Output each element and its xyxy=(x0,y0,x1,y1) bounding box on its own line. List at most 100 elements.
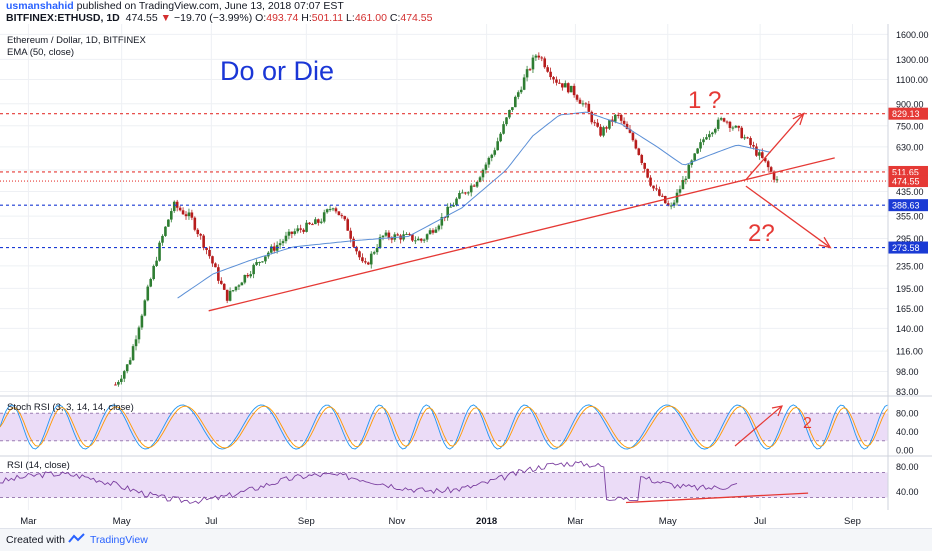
candle-body xyxy=(693,153,696,161)
level-price-tag xyxy=(888,241,928,254)
created-with-text: Created with xyxy=(6,534,65,546)
price-candles xyxy=(114,52,779,387)
candle-body xyxy=(743,137,746,139)
price-tick-label: 116.00 xyxy=(896,347,923,357)
price-pane[interactable] xyxy=(0,24,888,396)
candle-body xyxy=(625,123,629,130)
candle-body xyxy=(555,79,558,83)
chart-canvas[interactable]: 1600.00 1300.00 1100.00 900.00 750.00 630.00 5… xyxy=(0,24,932,528)
candle-body xyxy=(755,146,758,156)
candle-body xyxy=(178,207,182,211)
candle-body xyxy=(131,346,135,361)
candle-body xyxy=(752,145,755,147)
candle-body xyxy=(367,262,370,265)
candle-body xyxy=(170,211,173,220)
candle-body xyxy=(172,201,176,212)
stoch-tick-label: 40.00 xyxy=(896,427,919,437)
candle-body xyxy=(219,280,223,284)
open-label: O: xyxy=(255,12,267,24)
candle-body xyxy=(725,121,729,123)
candle-body xyxy=(319,221,323,223)
candle-body xyxy=(516,92,520,97)
candle-body xyxy=(528,69,532,71)
candle-body xyxy=(149,279,153,287)
username[interactable]: usmanshahid xyxy=(6,0,74,12)
stoch-legend: Stoch RSI (3, 3, 14, 14, close) xyxy=(7,402,134,413)
candle-body xyxy=(772,171,776,180)
time-axis: Mar May Jul Sep Nov 2018 Mar May Jul Sep xyxy=(20,516,861,527)
candle-body xyxy=(543,58,547,68)
candle-body xyxy=(314,219,317,225)
candle-body xyxy=(411,234,414,241)
candle-body xyxy=(684,178,688,181)
candle-body xyxy=(416,238,420,241)
stoch-k-line xyxy=(0,404,889,450)
candle-body xyxy=(531,57,535,70)
candle-body xyxy=(446,206,449,218)
candle-body xyxy=(184,214,188,217)
chart-legend-title: Ethereum / Dollar, 1D, BITFINEX xyxy=(7,35,147,46)
candle-body xyxy=(211,256,214,264)
candle-body xyxy=(187,212,191,217)
candle-body xyxy=(231,290,235,292)
stoch-rsi-pane: 80.00 40.00 0.00 xyxy=(0,404,919,456)
candle-body xyxy=(696,148,699,154)
candle-body xyxy=(372,252,376,254)
candle-body xyxy=(519,89,523,93)
candle-body xyxy=(134,339,138,347)
candle-body xyxy=(711,132,714,135)
price-axis: 1600.001300.001100.00900.00750.00630.005… xyxy=(896,30,929,397)
ohlc-line: BITFINEX:ETHUSD, 1D 474.55 ▼ −19.70 (−3.… xyxy=(6,12,432,24)
ema-legend: EMA (50, close) xyxy=(7,47,74,58)
candle-body xyxy=(422,239,426,241)
candle-body xyxy=(652,185,655,189)
level-price-tag xyxy=(888,199,928,212)
candle-body xyxy=(352,238,355,247)
candle-body xyxy=(240,282,244,286)
candle-body xyxy=(272,246,276,251)
candle-body xyxy=(514,96,517,108)
high-label: H: xyxy=(301,12,312,24)
candle-body xyxy=(158,242,161,261)
price-tick-label: 295.00 xyxy=(896,234,924,244)
candle-body xyxy=(155,260,158,266)
candle-body xyxy=(522,77,526,90)
price-tick-label: 98.00 xyxy=(896,367,919,377)
candle-body xyxy=(452,205,455,207)
level-price-label: 474.55 xyxy=(892,177,920,187)
candle-body xyxy=(308,222,311,225)
stoch-tick-label: 0.00 xyxy=(896,446,914,456)
candle-body xyxy=(120,378,123,382)
candle-body xyxy=(687,164,691,179)
level-price-label: 829.13 xyxy=(892,109,920,119)
candle-body xyxy=(440,217,444,226)
candle-body xyxy=(669,205,673,207)
candle-body xyxy=(478,177,482,182)
candle-body xyxy=(558,82,561,84)
candle-body xyxy=(640,154,644,163)
candle-body xyxy=(493,150,497,155)
price-tick-label: 140.00 xyxy=(896,324,924,334)
candle-body xyxy=(525,69,529,78)
candle-body xyxy=(540,57,544,59)
candle-body xyxy=(599,126,602,136)
candle-body xyxy=(396,234,400,236)
candle-body xyxy=(222,283,226,290)
candle-body xyxy=(143,300,147,316)
candle-body xyxy=(596,122,599,127)
candle-body xyxy=(631,132,635,141)
candle-body xyxy=(646,168,649,178)
candle-body xyxy=(361,257,364,262)
candle-body xyxy=(228,290,232,301)
candle-body xyxy=(775,179,779,181)
candle-body xyxy=(593,122,597,124)
candle-body xyxy=(672,202,676,206)
candle-body xyxy=(572,85,576,96)
close-label: C: xyxy=(389,12,401,24)
tradingview-brand[interactable]: TradingView xyxy=(90,534,148,546)
candle-body xyxy=(549,71,552,78)
candle-body xyxy=(472,185,476,187)
candle-body xyxy=(261,261,264,263)
price-tick-label: 1600.00 xyxy=(896,30,929,40)
